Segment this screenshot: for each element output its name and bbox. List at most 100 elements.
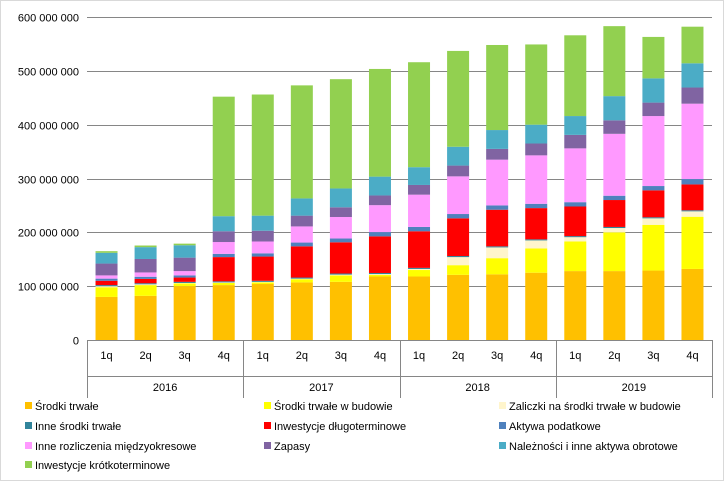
bar-segment bbox=[134, 276, 157, 279]
bar-segment bbox=[290, 226, 313, 243]
bar-segment bbox=[486, 247, 509, 259]
bar-segment bbox=[447, 257, 470, 266]
bar-segment bbox=[290, 85, 313, 199]
bar-segment bbox=[212, 96, 235, 217]
bar-segment bbox=[290, 246, 313, 278]
bar-segment bbox=[290, 278, 313, 280]
bar-segment bbox=[251, 281, 274, 283]
bar-segment bbox=[134, 272, 157, 277]
bar-segment bbox=[368, 274, 391, 277]
bar-segment bbox=[603, 228, 626, 233]
bar-segment bbox=[447, 50, 470, 147]
bar-segment bbox=[642, 78, 665, 103]
legend-label: Zaliczki na środki trwałe w budowie bbox=[509, 401, 681, 413]
bar-segment bbox=[681, 210, 704, 212]
bar-segment bbox=[251, 94, 274, 216]
bar-segment bbox=[603, 133, 626, 196]
bar-segment bbox=[642, 217, 665, 219]
y-tick-label: 300 000 000 bbox=[18, 175, 79, 187]
bar-segment bbox=[173, 281, 196, 283]
bar-segment bbox=[564, 35, 587, 117]
legend-label: Aktywa podatkowe bbox=[509, 421, 601, 433]
bar-segment bbox=[447, 256, 470, 258]
x-tick-label: 3q bbox=[179, 350, 191, 362]
y-tick-label: 500 000 000 bbox=[18, 67, 79, 79]
legend-label: Należności i inne aktywa obrotowe bbox=[509, 441, 678, 453]
bar-segment bbox=[408, 184, 431, 195]
bar-segment bbox=[486, 258, 509, 275]
bar-segment bbox=[251, 280, 274, 282]
bar-segment bbox=[603, 195, 626, 201]
bar-segment bbox=[329, 281, 352, 340]
bar-segment bbox=[642, 102, 665, 117]
bar-segment bbox=[290, 215, 313, 227]
bar-segment bbox=[329, 275, 352, 282]
bar-segment bbox=[486, 159, 509, 206]
bar-segment bbox=[486, 44, 509, 131]
bar-segment bbox=[564, 241, 587, 272]
x-tick-label: 2q bbox=[452, 350, 464, 362]
bar-segment bbox=[486, 148, 509, 160]
bar-segment bbox=[408, 62, 431, 168]
bar-segment bbox=[251, 241, 274, 254]
x-tick-label: 2q bbox=[296, 350, 308, 362]
legend-swatch bbox=[264, 402, 271, 409]
legend-label: Inwestycje długoterminowe bbox=[274, 421, 406, 433]
bar-segment bbox=[368, 68, 391, 177]
bar-segment bbox=[564, 271, 587, 340]
bar-segment bbox=[173, 286, 196, 340]
bar-segment bbox=[251, 284, 274, 340]
bar-segment bbox=[212, 257, 235, 282]
legend-swatch bbox=[25, 422, 32, 429]
x-tick-label: 1q bbox=[100, 350, 112, 362]
bar-segment bbox=[447, 146, 470, 166]
legend-label: Środki trwałe w budowie bbox=[274, 400, 393, 413]
bar-segment bbox=[329, 238, 352, 243]
legend-swatch bbox=[264, 422, 271, 429]
bar-segment bbox=[525, 44, 548, 125]
bar-segment bbox=[681, 87, 704, 104]
legend-label: Inne rozliczenia międzyokresowe bbox=[35, 441, 196, 453]
bar-segment bbox=[95, 296, 118, 340]
legend-swatch bbox=[499, 422, 506, 429]
bar-segment bbox=[681, 103, 704, 180]
bar-segment bbox=[447, 265, 470, 275]
x-tick-label: 4q bbox=[218, 350, 230, 362]
bar-segment bbox=[95, 263, 118, 276]
bar-segment bbox=[290, 242, 313, 247]
bar-segment bbox=[642, 36, 665, 79]
legend-swatch bbox=[499, 402, 506, 409]
y-tick-label: 100 000 000 bbox=[18, 282, 79, 294]
bar-segment bbox=[290, 279, 313, 283]
bar-segment bbox=[642, 218, 665, 225]
bar-segment bbox=[134, 295, 157, 340]
bar-segment bbox=[564, 202, 587, 207]
axes: 0 100 000 000 200 000 000 300 000 000 400 00… bbox=[18, 13, 713, 398]
x-tick-label: 2q bbox=[139, 350, 151, 362]
bar-segment bbox=[173, 283, 196, 287]
bar-segment bbox=[212, 242, 235, 254]
x-tick-label: 1q bbox=[413, 350, 425, 362]
bar-segment bbox=[368, 205, 391, 233]
bar-segment bbox=[447, 274, 470, 340]
legend-label: Inwestycje krótkoterminowe bbox=[35, 460, 170, 472]
bar-segment bbox=[368, 236, 391, 273]
bar-segment bbox=[368, 274, 391, 275]
bar-segment bbox=[603, 226, 626, 229]
bar-segment bbox=[564, 148, 587, 203]
bar-segment bbox=[525, 124, 548, 144]
bar-segment bbox=[368, 276, 391, 340]
bar-segment bbox=[329, 207, 352, 217]
bar-segment bbox=[408, 231, 431, 268]
bar-segment bbox=[564, 237, 587, 242]
bar-segment bbox=[603, 271, 626, 340]
bar-segment bbox=[486, 246, 509, 248]
bar-segment bbox=[134, 247, 157, 259]
y-tick-label: 600 000 000 bbox=[18, 13, 79, 25]
y-tick-label: 0 bbox=[73, 336, 79, 348]
bar-segment bbox=[290, 282, 313, 340]
bar-segment bbox=[212, 253, 235, 258]
bar-segment bbox=[290, 198, 313, 216]
bar-segment bbox=[525, 240, 548, 249]
